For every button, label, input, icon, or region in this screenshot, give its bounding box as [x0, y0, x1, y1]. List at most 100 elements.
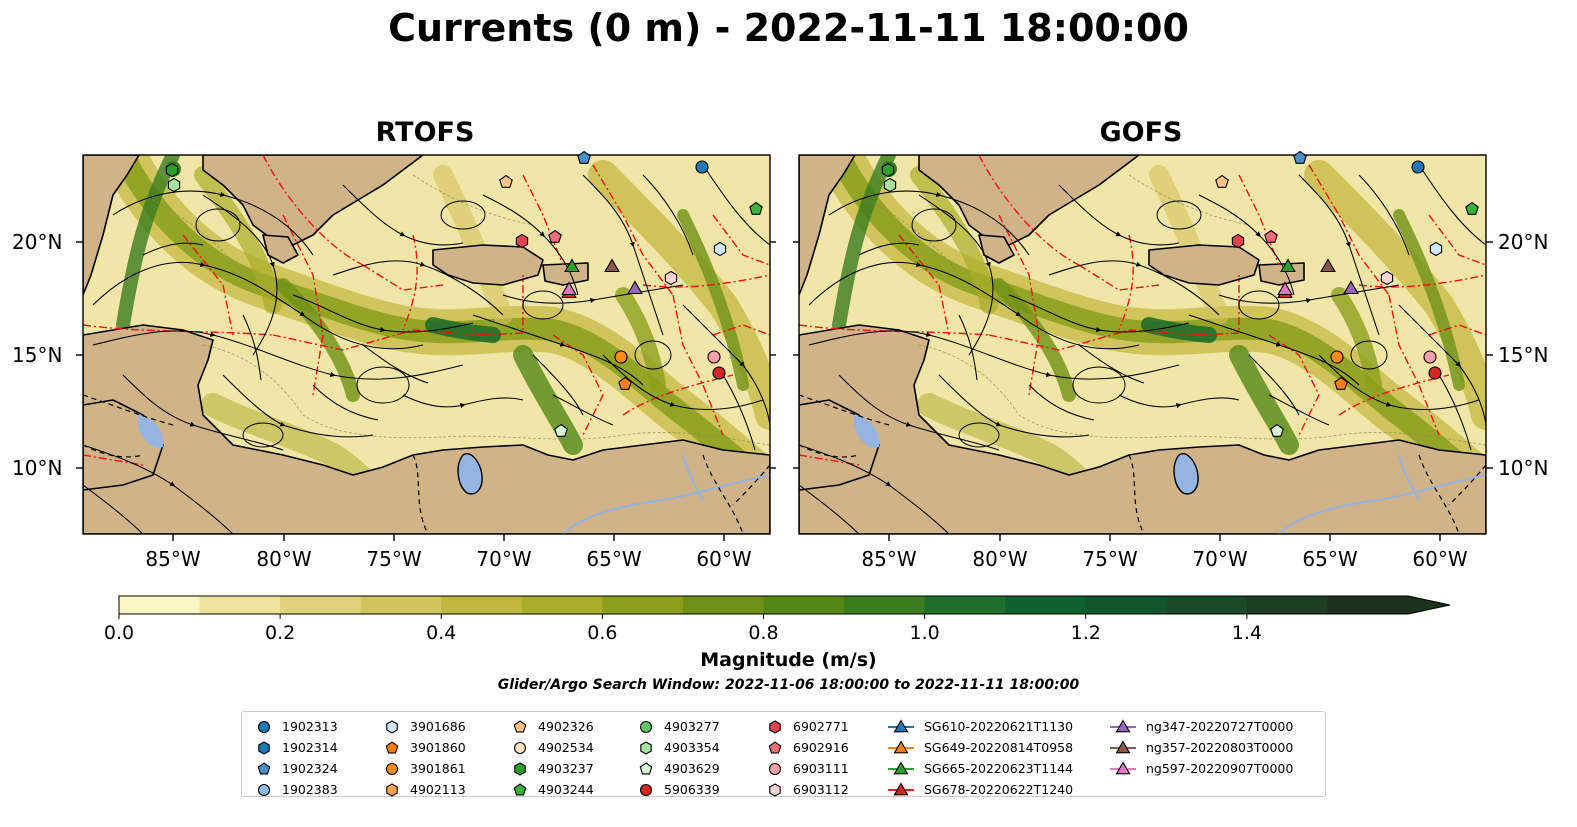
legend-marker-icon — [385, 762, 399, 775]
legend-marker-icon — [386, 719, 398, 734]
legend-item: 5906339 — [638, 779, 720, 800]
map-marker-SG665-20220623T1144 — [564, 258, 580, 273]
legend-item: 1902383 — [256, 779, 338, 800]
lon-tick-label: 65°W — [1302, 547, 1357, 571]
colorbar-label: Magnitude (m/s) — [700, 649, 877, 671]
lon-tick-label: 80°W — [972, 547, 1027, 571]
legend-item: 1902314 — [256, 737, 338, 758]
colorbar-tick-label: 1.2 — [1071, 622, 1101, 644]
colorbar-segment — [441, 596, 523, 614]
legend-item: 6903111 — [767, 758, 849, 779]
lat-tick-label: 15°N — [1498, 343, 1548, 367]
legend-column: 4902326 4902534 4903237 4903244 — [512, 716, 594, 800]
lon-tick-label: 75°W — [1082, 547, 1137, 571]
lon-tick-label: 85°W — [861, 547, 916, 571]
legend-item: SG649-20220814T0958 — [888, 737, 1073, 758]
map-marker-ng597-20220907T0000 — [561, 281, 577, 296]
legend-label: 4903277 — [664, 719, 720, 734]
colorbar-tick-label: 0.6 — [587, 622, 617, 644]
map-marker-ng357-20220803T0000 — [1320, 258, 1336, 273]
legend-label: 1902313 — [282, 719, 338, 734]
legend-item: 4902326 — [512, 716, 594, 737]
legend-marker-icon — [639, 761, 653, 774]
legend-marker-icon — [257, 761, 271, 774]
legend-column: 4903277 4903354 4903629 5906339 — [638, 716, 720, 800]
legend-label: 6903111 — [793, 761, 849, 776]
map-marker-ng347-20220727T0000 — [627, 280, 643, 295]
map-marker-6903112 — [664, 270, 678, 286]
legend-label: 1902314 — [282, 740, 338, 755]
gofs-panel-title: GOFS — [1099, 117, 1183, 148]
legend-item: 4902113 — [384, 779, 466, 800]
legend-marker-icon — [257, 720, 271, 733]
map-marker-1902313 — [695, 160, 709, 174]
legend-marker-icon — [768, 740, 782, 753]
legend: 1902313 1902314 1902324 1902383 3901686 39018… — [241, 711, 1326, 797]
legend-column: SG610-20220621T1130 SG649-20220814T0958 SG… — [888, 716, 1073, 800]
legend-label: ng347-20220727T0000 — [1146, 719, 1294, 734]
legend-marker-icon — [769, 719, 781, 734]
map-marker-4903244 — [749, 201, 763, 215]
map-marker-3901686 — [1429, 241, 1443, 257]
legend-item: SG678-20220622T1240 — [888, 779, 1073, 800]
legend-marker-icon — [385, 740, 399, 753]
lon-tick-label: 70°W — [1192, 547, 1247, 571]
legend-item: 6903112 — [767, 779, 849, 800]
colorbar-outline — [118, 595, 1451, 615]
map-marker-4902326 — [499, 174, 513, 188]
search-window-note: Glider/Argo Search Window: 2022-11-06 18… — [497, 677, 1080, 693]
legend-label: 1902324 — [282, 761, 338, 776]
colorbar-segment — [924, 596, 1006, 614]
legend-item: ng357-20220803T0000 — [1110, 737, 1293, 758]
legend-item: ng347-20220727T0000 — [1110, 716, 1293, 737]
map-marker-6902771 — [1231, 233, 1245, 249]
map-marker-3901861 — [614, 350, 628, 364]
legend-label: 6902916 — [793, 740, 849, 755]
map-marker-6902771 — [515, 233, 529, 249]
gofs-map-frame — [798, 154, 1487, 535]
map-marker-4903354 — [167, 177, 181, 193]
axis-ticks — [76, 241, 1493, 541]
legend-marker-icon — [1110, 718, 1136, 732]
legend-marker-icon — [1110, 760, 1136, 774]
legend-item: SG610-20220621T1130 — [888, 716, 1073, 737]
colorbar — [118, 595, 1451, 615]
rtofs-panel-title: RTOFS — [375, 117, 475, 148]
legend-item: 4903277 — [638, 716, 720, 737]
colorbar-segment — [844, 596, 926, 614]
colorbar-segment — [199, 596, 281, 614]
map-marker-4903354 — [883, 177, 897, 193]
legend-item: 3901860 — [384, 737, 466, 758]
map-marker-1902324 — [577, 150, 591, 164]
colorbar-tick-label: 0.8 — [748, 622, 778, 644]
map-marker-ng597-20220907T0000 — [1277, 281, 1293, 296]
colorbar-ticks: 0.0 0.2 0.4 0.6 0.8 1.0 1.2 1.4 — [104, 614, 1262, 644]
legend-label: 3901861 — [410, 761, 466, 776]
legend-marker-icon — [769, 782, 781, 797]
map-marker-1902324 — [1293, 150, 1307, 164]
legend-item: 4903237 — [512, 758, 594, 779]
lon-tick-label: 65°W — [586, 547, 641, 571]
legend-label: 5906339 — [664, 782, 720, 797]
lat-tick-label: 20°N — [12, 230, 62, 254]
legend-marker-icon — [888, 718, 914, 732]
legend-label: SG649-20220814T0958 — [924, 740, 1074, 755]
legend-marker-icon — [888, 739, 914, 753]
colorbar-segment — [360, 596, 442, 614]
lon-tick-label: 70°W — [476, 547, 531, 571]
lat-tick-label: 10°N — [1498, 456, 1548, 480]
lat-tick-label: 10°N — [12, 456, 62, 480]
legend-item: 1902324 — [256, 758, 338, 779]
legend-label: ng597-20220907T0000 — [1146, 761, 1294, 776]
map-marker-5906339 — [1428, 366, 1442, 380]
legend-marker-icon — [639, 783, 653, 796]
legend-label: 4902326 — [538, 719, 594, 734]
colorbar-extend-arrow — [1408, 596, 1450, 614]
legend-column: 3901686 3901860 3901861 4902113 — [384, 716, 466, 800]
map-marker-6903111 — [707, 350, 721, 364]
colorbar-segment — [119, 596, 201, 614]
legend-marker-icon — [386, 782, 398, 797]
colorbar-tick-label: 0.4 — [426, 622, 456, 644]
legend-marker-icon — [513, 782, 527, 795]
